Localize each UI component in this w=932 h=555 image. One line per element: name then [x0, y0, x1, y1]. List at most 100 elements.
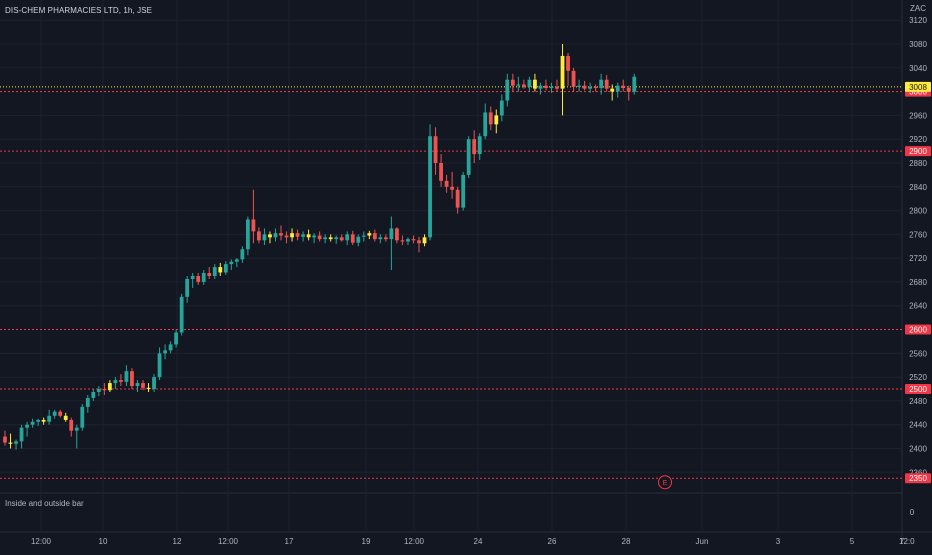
- candle-body: [124, 371, 129, 382]
- candle-body: [566, 55, 570, 71]
- candle-body: [312, 235, 317, 238]
- candle-body: [516, 84, 521, 86]
- candle-body: [378, 237, 383, 240]
- candle-body: [577, 85, 581, 87]
- candle-body: [240, 249, 245, 260]
- candle-body: [599, 79, 604, 89]
- candle-body: [196, 276, 201, 282]
- candle-body: [632, 76, 637, 92]
- candle-body: [25, 424, 29, 428]
- candle-body: [604, 79, 609, 89]
- candle-body: [560, 55, 565, 89]
- currency-label: ZAC: [910, 4, 926, 13]
- y-tick-label: 2400: [909, 445, 927, 454]
- y-tick-label: 2840: [909, 183, 927, 192]
- event-markers[interactable]: E: [658, 475, 672, 490]
- candle-body: [466, 139, 471, 175]
- candle-body: [395, 228, 399, 241]
- candle-body: [234, 259, 239, 262]
- symbol-title[interactable]: DIS-CHEM PHARMACIES LTD, 1h, JSE: [5, 6, 153, 15]
- y-tick-label: 2960: [909, 111, 927, 120]
- current-price-label: 3008: [909, 83, 927, 92]
- candle-body: [328, 237, 333, 240]
- candle-body: [141, 383, 145, 388]
- y-tick-label: 2680: [909, 278, 927, 287]
- candle-body: [406, 239, 410, 242]
- candle-body: [582, 85, 587, 89]
- candle-body: [223, 264, 228, 273]
- candle-body: [152, 377, 156, 390]
- y-tick-label: 2360: [909, 468, 927, 477]
- candle-body: [284, 235, 289, 238]
- candle-body: [444, 180, 449, 187]
- candle-body: [306, 234, 311, 238]
- x-tick-label: 19: [362, 537, 371, 546]
- candle-body: [135, 383, 140, 387]
- earnings-event-icon[interactable]: [658, 475, 672, 490]
- candle-body: [8, 442, 13, 444]
- y-tick-label: 2560: [909, 349, 927, 358]
- candle-body: [91, 391, 96, 398]
- candle-body: [157, 353, 162, 378]
- candle-body: [505, 79, 510, 101]
- level-price-badge: [905, 473, 931, 484]
- candle-body: [428, 136, 432, 238]
- y-tick-label: 2520: [909, 373, 927, 382]
- x-tick-label: 12:00: [31, 537, 52, 546]
- candle-body: [383, 237, 388, 240]
- indicator-label[interactable]: Inside and outside bar: [5, 499, 84, 508]
- candle-body: [472, 139, 477, 155]
- candle-body: [58, 411, 63, 416]
- candle-body: [367, 233, 372, 236]
- x-tick-label: 28: [622, 537, 631, 546]
- candle-body: [350, 234, 355, 243]
- level-price-label: 3000: [909, 88, 927, 97]
- y-tick-label: 3120: [909, 16, 927, 25]
- candle-body: [494, 115, 499, 125]
- time-axis[interactable]: 12:00 10 12 12:00 17 19 12:00 24 26 28 Jun 3 5 712:0: [31, 537, 915, 546]
- candle-body: [229, 261, 234, 265]
- candle-body: [19, 427, 24, 442]
- candle-body: [477, 136, 482, 155]
- x-tick-label: 12: [173, 537, 182, 546]
- candle-body: [212, 267, 217, 277]
- candle-body: [107, 383, 112, 391]
- x-tick-label: 17: [285, 537, 294, 546]
- candle-body: [85, 397, 90, 407]
- x-tick-label: 12:0: [899, 537, 915, 546]
- candle-body: [63, 415, 68, 420]
- candle-body: [422, 237, 427, 244]
- candle-body: [174, 332, 179, 345]
- level-price-badge: [905, 384, 931, 395]
- candle-body: [207, 273, 212, 277]
- candle-body: [549, 86, 554, 89]
- candle-body: [262, 234, 267, 241]
- candle-body: [345, 234, 350, 241]
- candle-body: [372, 233, 377, 240]
- horizontal-levels: [0, 86, 902, 479]
- x-tick-label: 12:00: [218, 537, 239, 546]
- x-tick-label: 5: [850, 537, 855, 546]
- candle-body: [317, 235, 322, 240]
- candle-body: [521, 84, 526, 87]
- candle-body: [510, 79, 515, 86]
- level-price-label: 2500: [909, 385, 927, 394]
- price-axis[interactable]: 2360 2400 2440 2480 2520 2560 2640 2680 2720 2760…: [905, 4, 931, 517]
- candle-body: [488, 112, 493, 125]
- y-tick-label: 2640: [909, 302, 927, 311]
- y-tick-label: 2440: [909, 421, 927, 430]
- candle-body: [621, 85, 626, 89]
- candle-body: [69, 419, 74, 431]
- candle-body: [571, 70, 576, 87]
- level-price-label: 2350: [909, 474, 927, 483]
- candle-body: [356, 236, 361, 243]
- x-tick-label: 24: [474, 537, 483, 546]
- candle-body: [610, 88, 615, 92]
- candle-body: [273, 233, 278, 238]
- candle-body: [593, 86, 598, 89]
- level-price-badge: [905, 324, 931, 335]
- candle-body: [185, 278, 190, 297]
- level-price-label: 2600: [909, 326, 927, 335]
